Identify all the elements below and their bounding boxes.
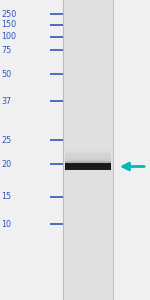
Text: 50: 50	[2, 70, 12, 79]
Text: 250: 250	[2, 10, 17, 19]
Text: 20: 20	[2, 160, 12, 169]
Text: 75: 75	[2, 46, 12, 55]
Bar	[64, 149, 111, 150]
Text: 25: 25	[2, 136, 12, 145]
Bar	[64, 156, 111, 157]
Bar	[64, 152, 111, 153]
Bar	[64, 150, 111, 151]
Bar	[64, 153, 111, 154]
Bar	[64, 163, 111, 164]
Bar	[64, 164, 111, 165]
Bar	[64, 154, 111, 155]
Bar	[64, 163, 111, 164]
Bar	[64, 154, 111, 155]
Bar	[64, 159, 111, 160]
Text: 15: 15	[2, 192, 12, 201]
Bar	[64, 160, 111, 161]
Bar	[64, 158, 111, 159]
Bar	[64, 157, 111, 158]
Bar	[64, 150, 111, 151]
Bar	[64, 160, 111, 161]
Bar	[64, 152, 111, 153]
Bar	[64, 148, 111, 149]
Bar	[64, 165, 111, 166]
Bar	[64, 146, 111, 147]
Bar	[64, 151, 111, 152]
Bar	[64, 148, 111, 149]
Bar	[64, 155, 111, 156]
Bar	[64, 162, 111, 163]
Bar	[64, 151, 111, 152]
Bar	[64, 147, 111, 148]
Text: 10: 10	[2, 220, 12, 229]
Bar	[63, 0, 112, 300]
Text: 37: 37	[2, 97, 12, 106]
Bar	[64, 163, 111, 170]
Bar	[64, 166, 111, 167]
Text: 150: 150	[2, 20, 17, 29]
Bar	[64, 164, 111, 165]
Bar	[64, 161, 111, 162]
Bar	[64, 153, 111, 154]
Bar	[64, 155, 111, 156]
Bar	[64, 162, 111, 163]
Text: 100: 100	[2, 32, 16, 41]
